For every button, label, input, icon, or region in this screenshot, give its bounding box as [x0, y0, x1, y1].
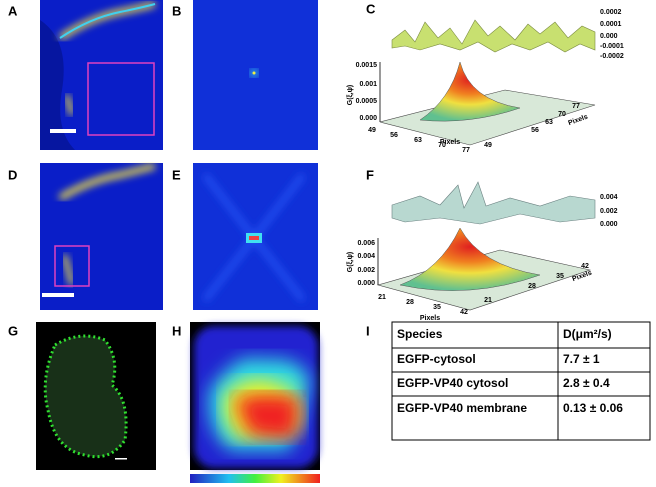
surface-peak — [419, 61, 521, 122]
panel-label: E — [172, 167, 181, 182]
noise-surface — [391, 19, 596, 53]
x-axis-label: Pixels — [420, 315, 440, 322]
y-tick-label: 70 — [558, 111, 566, 118]
surface-peak — [399, 227, 541, 291]
table-cell: EGFP-VP40 membrane — [397, 401, 527, 415]
y-tick-label: 63 — [545, 119, 553, 126]
z-tick-label: 0.000 — [359, 115, 377, 122]
right-tick-label: 0.004 — [600, 194, 618, 201]
y-tick-label: 56 — [531, 127, 539, 134]
right-tick-label: -0.0002 — [600, 53, 624, 60]
table-cell: EGFP-VP40 cytosol — [397, 376, 508, 390]
table-cell: 2.8 ± 0.4 — [563, 376, 610, 390]
x-tick-label: 63 — [414, 137, 422, 144]
table-header: D(μm²/s) — [563, 327, 612, 341]
correlation-peak — [252, 71, 256, 75]
membrane — [63, 94, 75, 116]
cell-outline — [43, 334, 128, 459]
right-tick-label: -0.0001 — [600, 43, 624, 50]
panel-label: G — [8, 323, 18, 338]
x-tick-label: 35 — [433, 304, 441, 311]
z-tick-label: 0.004 — [357, 253, 375, 260]
z-tick-label: 0.0005 — [356, 98, 378, 105]
color-bar — [190, 474, 320, 483]
table-cell: EGFP-cytosol — [397, 352, 476, 366]
y-tick-label: 28 — [528, 283, 536, 290]
y-tick-label: 49 — [484, 142, 492, 149]
membrane — [58, 163, 156, 201]
right-tick-label: 0.002 — [600, 208, 618, 215]
y-tick-label: 35 — [556, 273, 564, 280]
membrane-core — [59, 3, 156, 39]
x-tick-label: 56 — [390, 132, 398, 139]
roi-box — [87, 62, 155, 136]
right-tick-label: 0.000 — [600, 221, 618, 228]
z-tick-label: 0.006 — [357, 240, 375, 247]
right-tick-label: 0.0001 — [600, 21, 622, 28]
y-axis-label: Pixels — [567, 114, 589, 128]
membrane — [61, 254, 75, 286]
panel-label: H — [172, 323, 181, 338]
table-cell: 7.7 ± 1 — [563, 352, 600, 366]
scale-bar — [42, 293, 74, 297]
y-tick-label: 42 — [581, 263, 589, 270]
panel-label: A — [8, 3, 18, 18]
right-tick-label: 0.000 — [600, 33, 618, 40]
y-tick-label: 21 — [484, 297, 492, 304]
x-tick-label: 42 — [460, 309, 468, 316]
roi-box — [54, 245, 90, 287]
table-border — [391, 321, 651, 441]
x-tick-label: 77 — [462, 147, 470, 154]
panel-label: I — [366, 323, 370, 338]
panel-label: F — [366, 167, 374, 182]
scale-bar — [115, 458, 127, 460]
image-d — [40, 163, 163, 310]
x-tick-label: 70 — [438, 142, 446, 149]
panel-label: D — [8, 167, 17, 182]
y-tick-label: 77 — [572, 103, 580, 110]
heatmap-level — [235, 394, 300, 440]
panel-label: B — [172, 3, 181, 18]
panel-label: C — [366, 1, 376, 16]
table-grid — [391, 321, 651, 441]
scale-bar — [50, 129, 76, 133]
table-cell: 0.13 ± 0.06 — [563, 401, 623, 415]
x-tick-label: 21 — [378, 294, 386, 301]
x-axis-label: Pixels — [440, 139, 460, 146]
correlation-peak — [249, 236, 259, 240]
table-header: Species — [397, 327, 443, 341]
z-tick-label: 0.000 — [357, 280, 375, 287]
z-axis-label: G(ξ,ψ) — [347, 252, 354, 272]
x-tick-label: 49 — [368, 127, 376, 134]
cell-shadow — [40, 20, 75, 150]
z-axis-label: G(ξ,ψ) — [347, 85, 354, 105]
noise-surface — [391, 181, 596, 225]
z-tick-label: 0.001 — [359, 81, 377, 88]
z-tick-label: 0.002 — [357, 267, 375, 274]
x-tick-label: 28 — [406, 299, 414, 306]
right-tick-label: 0.0002 — [600, 9, 622, 16]
z-tick-label: 0.0015 — [356, 62, 378, 69]
